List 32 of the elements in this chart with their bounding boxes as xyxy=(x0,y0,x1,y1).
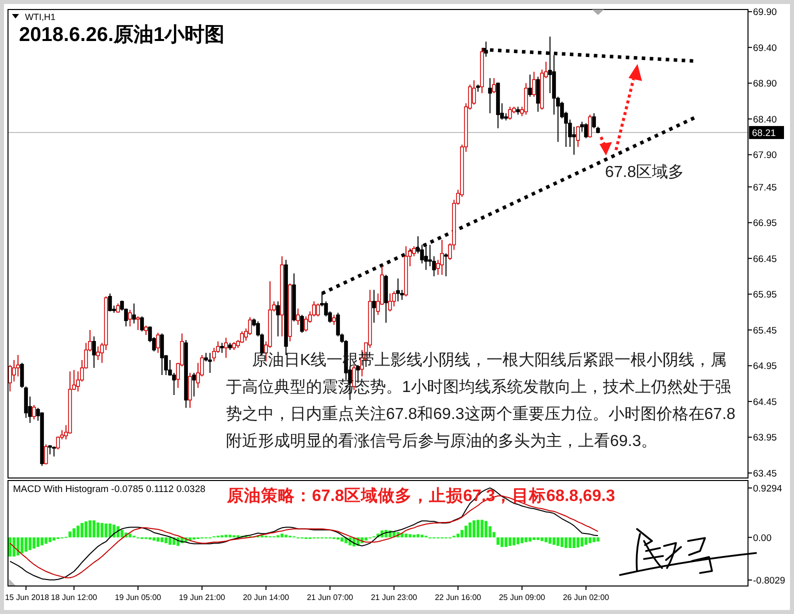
y-tick-label: 64.45 xyxy=(753,396,777,408)
y-tick-label: 66.95 xyxy=(753,218,777,230)
y-tick-label: -0.8029 xyxy=(753,576,786,587)
x-tick-label: 21 Jun 23:00 xyxy=(370,593,418,602)
annotation: 67.8区域多 xyxy=(605,162,684,183)
x-tick-label: 21 Jun 07:00 xyxy=(306,593,354,602)
y-tick-label: 67.45 xyxy=(753,182,777,194)
chart-title: MACD With Histogram -0.0785 0.1112 0.0328 xyxy=(13,484,206,496)
x-tick-label: 26 Jun 02:00 xyxy=(562,593,610,602)
y-tick-label: 69.90 xyxy=(753,7,777,18)
y-tick-label: 63.45 xyxy=(753,468,777,480)
x-tick-label: 22 Jun 16:00 xyxy=(434,593,482,602)
y-tick-label: 68.90 xyxy=(753,78,777,90)
y-tick-label: 63.95 xyxy=(753,432,777,444)
x-tick-label: 25 Jun 09:00 xyxy=(498,593,546,602)
y-tick-label: 67.90 xyxy=(753,150,777,162)
ref-line-label: 68.21 xyxy=(752,128,776,140)
x-tick-label: 15 Jun 2018 xyxy=(4,593,50,602)
x-tick-label: 19 Jun 21:00 xyxy=(178,593,226,602)
y-tick-label: 0.9294 xyxy=(753,483,782,494)
x-tick-label: 19 Jun 05:00 xyxy=(114,593,162,602)
y-tick-label: 64.95 xyxy=(753,361,777,372)
y-tick-label: 68.40 xyxy=(753,114,777,126)
y-tick-label: 69.40 xyxy=(753,42,777,54)
chart-subtitle: WTI,H1 xyxy=(25,11,56,23)
y-tick-label: 65.95 xyxy=(753,290,777,301)
y-tick-label: 66.45 xyxy=(753,254,777,265)
text: 2018.6.26.原油1小时图 xyxy=(19,24,225,46)
y-tick-label: 65.45 xyxy=(753,325,777,336)
x-tick-label: 20 Jun 14:00 xyxy=(242,593,290,602)
y-tick-label: 0.00 xyxy=(753,532,772,544)
x-tick-label: 18 Jun 12:00 xyxy=(50,593,98,602)
